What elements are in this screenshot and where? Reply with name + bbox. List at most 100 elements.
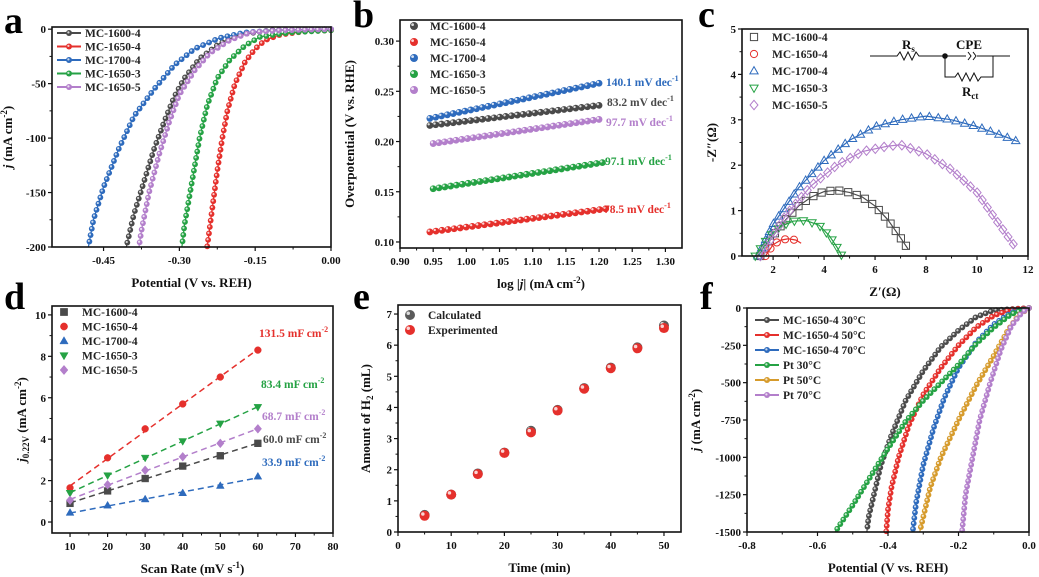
- x-tick-label: 60: [252, 541, 264, 553]
- point-highlight: [866, 519, 869, 522]
- point-highlight: [125, 129, 128, 132]
- point-highlight: [590, 117, 594, 121]
- point-highlight: [885, 513, 889, 516]
- point-highlight: [411, 87, 414, 90]
- point-highlight: [560, 212, 564, 215]
- legend-label: MC-1650-3: [82, 351, 138, 363]
- y-tick-label: -1500: [715, 527, 741, 539]
- point-highlight: [234, 78, 238, 81]
- point-highlight: [891, 438, 894, 441]
- series-pt-70-c: [959, 305, 1032, 534]
- legend-label: MC-1650-5: [430, 85, 486, 97]
- y-axis-label: j0.22V (mA cm-2): [13, 377, 31, 464]
- data-point: [178, 488, 188, 496]
- data-point: [509, 128, 517, 136]
- data-point: [821, 229, 832, 239]
- data-point: [525, 427, 536, 438]
- point-highlight: [633, 344, 638, 349]
- point-highlight: [933, 472, 936, 475]
- text-run: ): [581, 276, 585, 291]
- data-point: [922, 149, 932, 161]
- point-highlight: [290, 28, 293, 31]
- point-highlight: [899, 448, 902, 451]
- point-highlight: [835, 527, 838, 530]
- data-point: [541, 213, 549, 221]
- data-point: [419, 510, 430, 521]
- series-mc-1650-5: [136, 26, 334, 248]
- legend-item: MC-1600-4: [60, 307, 138, 319]
- data-point: [749, 49, 759, 59]
- data-point: [493, 175, 501, 183]
- point-highlight: [433, 228, 436, 232]
- point-highlight: [876, 476, 879, 479]
- data-point: [798, 217, 809, 227]
- data-point: [874, 205, 883, 215]
- point-highlight: [935, 467, 938, 470]
- data-point: [826, 149, 837, 159]
- point-highlight: [542, 214, 546, 217]
- point-highlight: [1008, 326, 1012, 329]
- point-highlight: [213, 80, 217, 84]
- point-highlight: [468, 118, 471, 121]
- x-tick-label: 50: [215, 541, 227, 553]
- point-highlight: [877, 471, 880, 474]
- y-tick-label: 7: [387, 309, 393, 321]
- point-highlight: [934, 419, 937, 423]
- point-highlight: [500, 219, 503, 223]
- data-point: [426, 122, 434, 129]
- data-point: [432, 227, 440, 235]
- point-highlight: [303, 28, 306, 31]
- data-point: [772, 238, 781, 247]
- point-highlight: [202, 118, 205, 121]
- y-tick-label: 6: [41, 393, 47, 405]
- legend-item: MC-1650-3: [410, 69, 486, 81]
- point-highlight: [579, 209, 582, 213]
- point-highlight: [205, 53, 208, 57]
- series-layer: [86, 26, 334, 250]
- point-highlight: [459, 181, 463, 185]
- point-highlight: [195, 60, 198, 63]
- point-highlight: [916, 489, 919, 492]
- point-highlight: [599, 160, 603, 163]
- point-highlight: [927, 383, 930, 386]
- text-run: | (mA cm: [523, 276, 573, 291]
- data-point: [578, 118, 586, 126]
- data-point: [103, 500, 112, 509]
- point-highlight: [149, 183, 152, 186]
- point-highlight: [187, 194, 190, 197]
- point-highlight: [232, 36, 236, 39]
- x-tick-label: -0.8: [738, 540, 756, 552]
- data-point: [429, 185, 437, 193]
- point-highlight: [960, 325, 963, 328]
- data-point: [558, 165, 565, 173]
- data-point: [435, 139, 443, 147]
- x-tick-label: 12: [1023, 264, 1035, 276]
- point-highlight: [503, 100, 506, 103]
- point-highlight: [148, 159, 151, 162]
- point-highlight: [917, 375, 921, 378]
- point-highlight: [444, 121, 448, 124]
- point-highlight: [252, 38, 255, 41]
- data-point: [861, 145, 872, 157]
- point-highlight: [427, 123, 430, 126]
- point-highlight: [153, 86, 156, 89]
- data-point: [748, 65, 760, 75]
- point-highlight: [932, 425, 935, 428]
- slope-annotation: 60.0 mF cm-2: [263, 431, 326, 446]
- point-highlight: [223, 122, 226, 125]
- slope-annotation: 97.7 mV dec-1: [606, 114, 673, 129]
- point-highlight: [207, 40, 210, 44]
- data-point: [559, 211, 567, 218]
- data-point: [794, 181, 805, 191]
- point-highlight: [868, 508, 871, 511]
- legend-label: MC-1600-4: [82, 307, 138, 319]
- point-highlight: [161, 139, 164, 142]
- point-highlight: [214, 173, 218, 176]
- point-highlight: [913, 505, 917, 508]
- point-highlight: [229, 97, 232, 100]
- point-highlight: [225, 34, 228, 37]
- data-point: [837, 156, 847, 168]
- point-highlight: [166, 71, 169, 74]
- data-point: [596, 206, 604, 214]
